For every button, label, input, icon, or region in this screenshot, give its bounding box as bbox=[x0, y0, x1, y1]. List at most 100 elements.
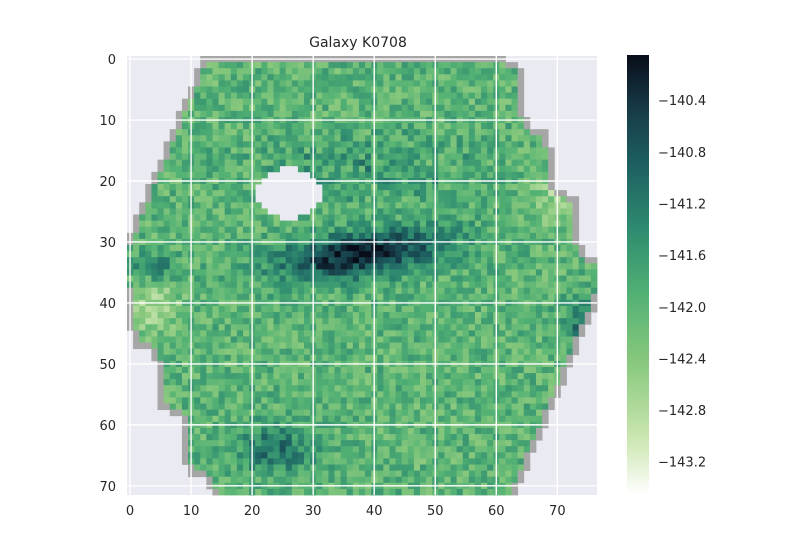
heatmap-cell bbox=[255, 86, 262, 93]
heatmap-cell bbox=[413, 196, 421, 203]
heatmap-cell bbox=[462, 366, 470, 374]
heatmap-cell bbox=[224, 397, 232, 404]
heatmap-cell bbox=[212, 135, 219, 142]
heatmap-cell bbox=[340, 184, 348, 191]
heatmap-cell bbox=[468, 409, 476, 417]
heatmap-cell bbox=[334, 275, 342, 282]
heatmap-cell bbox=[255, 281, 262, 289]
heatmap-cell bbox=[267, 446, 274, 453]
heatmap-cell bbox=[377, 324, 384, 331]
heatmap-cell bbox=[487, 458, 494, 465]
heatmap-cell bbox=[255, 409, 262, 417]
heatmap-cell bbox=[169, 251, 177, 258]
heatmap-cell bbox=[346, 427, 354, 435]
heatmap-cell bbox=[365, 263, 372, 270]
heatmap-cell bbox=[279, 123, 287, 130]
heatmap-cell bbox=[383, 165, 390, 173]
heatmap-cell bbox=[474, 275, 482, 282]
heatmap-cell bbox=[535, 153, 543, 161]
heatmap-cell bbox=[212, 202, 219, 209]
heatmap-cell bbox=[474, 305, 482, 313]
heatmap-cell bbox=[218, 348, 226, 356]
heatmap-cell bbox=[419, 104, 427, 112]
heatmap-cell bbox=[523, 354, 531, 362]
heatmap-cell bbox=[230, 336, 238, 343]
heatmap-cell bbox=[304, 452, 311, 459]
heatmap-cell bbox=[535, 159, 543, 167]
heatmap-cell bbox=[334, 196, 342, 203]
heatmap-cell bbox=[328, 165, 335, 173]
heatmap-cell bbox=[468, 281, 476, 289]
heatmap-cell bbox=[401, 74, 409, 81]
heatmap-cell bbox=[285, 226, 293, 234]
heatmap-cell bbox=[444, 269, 451, 276]
heatmap-cell bbox=[456, 391, 464, 398]
heatmap-cell bbox=[352, 98, 360, 106]
y-tick-label: 20 bbox=[99, 175, 116, 190]
heatmap-cell bbox=[224, 281, 232, 289]
heatmap-cell bbox=[450, 348, 458, 356]
heatmap-cell bbox=[542, 214, 549, 222]
heatmap-cell bbox=[560, 269, 567, 276]
heatmap-cell bbox=[487, 305, 494, 313]
heatmap-cell bbox=[566, 293, 573, 301]
heatmap-cell bbox=[462, 123, 470, 130]
heatmap-cell bbox=[212, 68, 219, 75]
heatmap-cell bbox=[273, 452, 280, 459]
heatmap-cell bbox=[456, 269, 464, 276]
heatmap-cell bbox=[255, 74, 262, 81]
heatmap-cell bbox=[291, 220, 299, 228]
heatmap-cell bbox=[535, 220, 543, 228]
heatmap-cell bbox=[346, 129, 354, 136]
heatmap-cell bbox=[133, 342, 140, 350]
heatmap-cell bbox=[450, 202, 458, 209]
heatmap-cell bbox=[377, 165, 384, 173]
heatmap-cell bbox=[407, 275, 415, 282]
heatmap-cell bbox=[267, 263, 274, 270]
heatmap-cell bbox=[377, 464, 384, 472]
heatmap-cell bbox=[389, 427, 396, 435]
heatmap-cell bbox=[322, 275, 329, 282]
heatmap-cell bbox=[456, 232, 464, 240]
heatmap-cell bbox=[181, 165, 189, 173]
heatmap-cell bbox=[450, 488, 458, 496]
heatmap-cell bbox=[481, 104, 488, 112]
heatmap-cell bbox=[218, 464, 226, 472]
heatmap-cell bbox=[273, 275, 280, 282]
heatmap-cell bbox=[206, 427, 213, 435]
heatmap-cell bbox=[224, 434, 232, 441]
heatmap-cell bbox=[383, 208, 390, 215]
heatmap-cell bbox=[334, 226, 342, 234]
heatmap-cell bbox=[450, 110, 458, 118]
heatmap-cell bbox=[426, 348, 433, 356]
heatmap-cell bbox=[401, 348, 409, 356]
heatmap-cell bbox=[340, 251, 348, 258]
heatmap-cell bbox=[535, 190, 543, 197]
heatmap-cell bbox=[438, 287, 445, 295]
heatmap-cell bbox=[407, 86, 415, 93]
heatmap-cell bbox=[340, 171, 348, 179]
heatmap-cell bbox=[481, 184, 488, 191]
heatmap-cell bbox=[139, 269, 146, 276]
heatmap-cell bbox=[334, 129, 342, 136]
heatmap-cell bbox=[352, 385, 360, 392]
heatmap-cell bbox=[474, 336, 482, 343]
heatmap-cell bbox=[511, 415, 519, 423]
heatmap-cell bbox=[517, 458, 525, 465]
heatmap-cell bbox=[548, 232, 555, 240]
heatmap-cell bbox=[468, 318, 476, 325]
heatmap-cell bbox=[401, 440, 409, 447]
heatmap-cell bbox=[438, 464, 445, 472]
heatmap-cell bbox=[322, 281, 329, 289]
heatmap-cell bbox=[523, 232, 531, 240]
heatmap-cell bbox=[224, 92, 232, 100]
heatmap-cell bbox=[462, 129, 470, 136]
heatmap-cell bbox=[352, 257, 360, 264]
heatmap-cell bbox=[212, 165, 219, 173]
heatmap-cell bbox=[236, 458, 244, 465]
heatmap-cell bbox=[200, 452, 207, 459]
heatmap-cell bbox=[377, 293, 384, 301]
heatmap-cell bbox=[481, 263, 488, 270]
heatmap-cell bbox=[517, 452, 525, 459]
heatmap-cell bbox=[279, 80, 287, 87]
